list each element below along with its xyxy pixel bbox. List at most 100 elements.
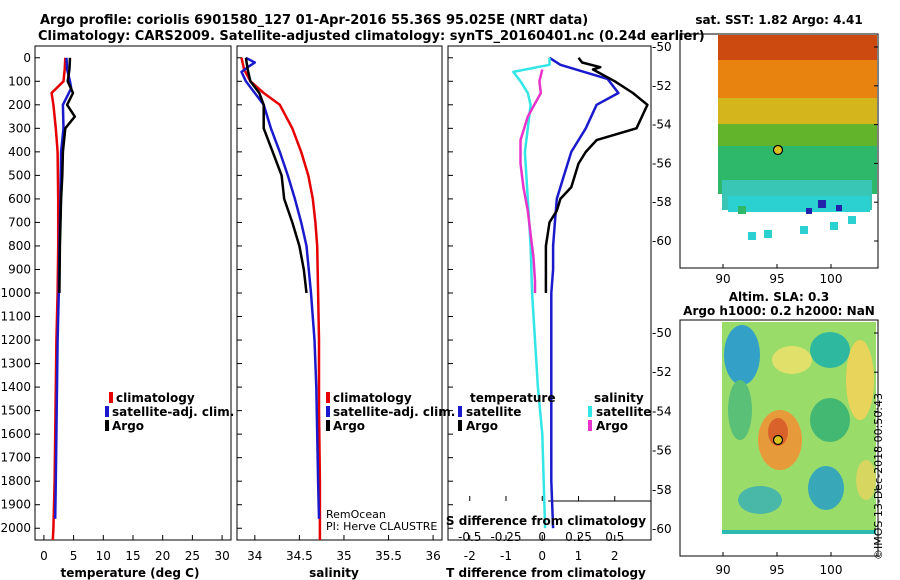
legend-swatch-climatology	[109, 392, 113, 403]
map-lat-label: -50	[652, 40, 672, 54]
legend-swatch-satellite	[326, 406, 330, 417]
legend-label-s-argo: Argo	[596, 419, 628, 433]
map-lat-label: -58	[652, 195, 672, 209]
sst-pixel	[800, 226, 808, 234]
sla-high-blob	[772, 346, 812, 374]
depth-tick-label: 1800	[0, 474, 31, 488]
legend-swatch-climatology	[326, 392, 330, 403]
series-line-satellite-adj-clim-	[240, 56, 321, 519]
map-lon-label: 100	[820, 563, 843, 577]
temperature-legend: climatology satellite-adj. clim. Argo	[105, 391, 234, 433]
sst-lon-axis: 90 95 100	[715, 264, 842, 286]
sla-lat-axis: -50 -52 -54 -56 -58 -60	[652, 326, 878, 536]
temperature-series-group	[50, 57, 77, 540]
depth-tick-label: 600	[8, 192, 31, 206]
sst-pixel	[818, 200, 826, 208]
x-tick-label: 0	[40, 549, 48, 563]
sst-band-green	[718, 124, 877, 148]
x-tick-label: 35.5	[375, 549, 402, 563]
legend-label-satellite: satellite-adj. clim.	[112, 405, 234, 419]
x-tick-label: 0	[538, 549, 546, 563]
sla-low-blob	[724, 325, 760, 385]
map-lon-label: 100	[820, 272, 843, 286]
sst-lat-axis: -50 -52 -54 -56 -58 -60	[652, 40, 878, 248]
sst-map: sat. SST: 1.82 Argo: 4.41	[679, 13, 879, 269]
salinity-axis-label: salinity	[309, 566, 359, 580]
depth-tick-label: 0	[23, 51, 31, 65]
legend-label-satellite: satellite-adj. clim.	[333, 405, 455, 419]
depth-tick-label: 700	[8, 215, 31, 229]
series-line-argo	[244, 57, 308, 294]
difference-legend: temperature satellite Argo salinity sate…	[458, 391, 651, 433]
sla-low-blob	[728, 380, 752, 440]
series-line-salinity-satellite	[512, 57, 551, 529]
x-tick-label: 34.5	[286, 549, 313, 563]
legend-label-argo: Argo	[333, 419, 365, 433]
temperature-axis-label: temperature (deg C)	[61, 566, 200, 580]
map-lat-label: -58	[652, 483, 672, 497]
sla-high-blob	[846, 340, 874, 420]
sst-pixel	[836, 205, 842, 211]
depth-tick-label: 1600	[0, 427, 31, 441]
sla-lon-axis: 90 95 100	[715, 552, 842, 577]
legend-label-argo: Argo	[112, 419, 144, 433]
legend-label-climatology: climatology	[333, 391, 412, 405]
x-tick-label: 5	[70, 549, 78, 563]
x-tick-label: 25	[185, 549, 200, 563]
map-lat-label: -56	[652, 156, 672, 170]
sla-south-edge	[722, 530, 876, 534]
legend-label-s-satellite: satellite	[596, 405, 651, 419]
map-lon-label: 95	[769, 563, 784, 577]
secondary-tick-label: -0.25	[490, 530, 521, 544]
t-difference-axis-label: T difference from climatology	[446, 566, 646, 580]
depth-tick-label: 500	[8, 168, 31, 182]
depth-tick-label: 900	[8, 262, 31, 276]
depth-axis: 0 100 200 300 400 500 600 700 800 900 1000 1100 1200…	[0, 51, 453, 535]
legend-label-t-satellite: satellite	[466, 405, 521, 419]
legend-title-salinity: salinity	[594, 391, 644, 405]
remocean-annotation: RemOcean	[326, 508, 386, 521]
x-tick-label: 15	[125, 549, 140, 563]
depth-tick-label: 400	[8, 145, 31, 159]
difference-series-group	[512, 56, 649, 529]
legend-label-t-argo: Argo	[466, 419, 498, 433]
sst-map-title: sat. SST: 1.82 Argo: 4.41	[695, 13, 862, 27]
sla-low-blob	[808, 466, 844, 510]
x-tick-label: 30	[214, 549, 229, 563]
difference-panel-frame	[447, 45, 652, 541]
depth-tick-label: 1900	[0, 498, 31, 512]
s-difference-axis-label: S difference from climatology	[446, 514, 646, 528]
map-lat-label: -60	[652, 234, 672, 248]
depth-tick-label: 2000	[0, 521, 31, 535]
legend-swatch-satellite	[105, 406, 109, 417]
x-tick-label: 34	[247, 549, 262, 563]
x-tick-label: 2	[611, 549, 619, 563]
x-tick-label: 10	[96, 549, 111, 563]
sla-high-blob	[856, 460, 876, 500]
x-tick-label: 35	[336, 549, 351, 563]
x-tick-label: -1	[500, 549, 512, 563]
depth-tick-label: 1200	[0, 333, 31, 347]
sst-pixel	[764, 230, 772, 238]
sst-pixel	[830, 222, 838, 230]
depth-tick-label: 1000	[0, 286, 31, 300]
secondary-tick-label: 0.5	[605, 530, 624, 544]
map-lon-label: 90	[715, 272, 730, 286]
map-lat-label: -54	[652, 118, 672, 132]
depth-tick-label: 800	[8, 239, 31, 253]
legend-swatch-s-argo	[588, 420, 592, 431]
salinity-x-axis: 34 34.5 35 35.5 36	[247, 535, 441, 563]
legend-label-climatology: climatology	[116, 391, 195, 405]
depth-tick-label: 1700	[0, 451, 31, 465]
sst-band-orange	[718, 60, 877, 100]
x-tick-label: 1	[575, 549, 583, 563]
sla-low-blob	[738, 486, 782, 514]
depth-tick-label: 200	[8, 98, 31, 112]
map-lon-label: 95	[769, 272, 784, 286]
sst-band-yellow	[718, 98, 877, 126]
difference-secondary-axis: -0.5 -0.25 0 0.25 0.5	[458, 496, 624, 544]
sst-pixel	[748, 232, 756, 240]
map-lat-label: -50	[652, 326, 672, 340]
plot-title-line-2: Climatology: CARS2009. Satellite-adjuste…	[38, 29, 705, 44]
map-lat-label: -52	[652, 365, 672, 379]
